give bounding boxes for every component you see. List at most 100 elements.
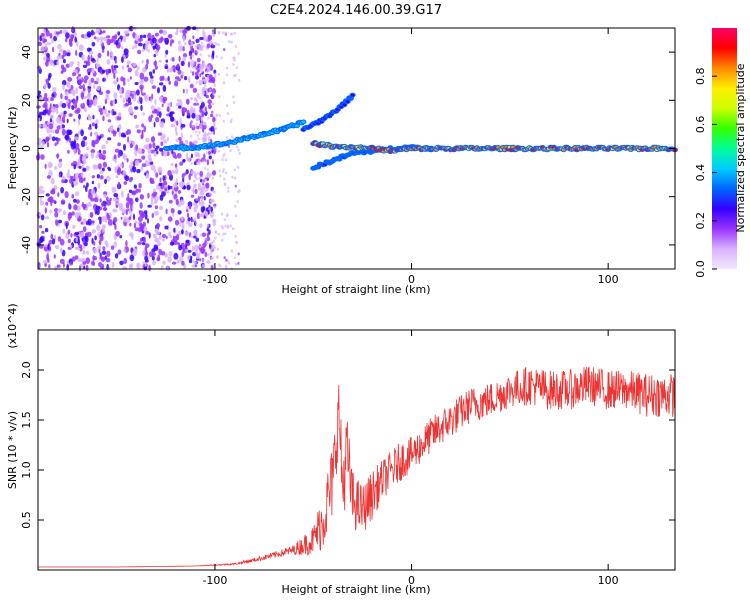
spectrogram-cell <box>98 261 103 268</box>
spectrogram-cell <box>131 140 136 146</box>
spectrogram-cell <box>126 64 130 68</box>
spectrogram-cell <box>181 107 184 114</box>
spectrogram-cell <box>224 264 228 268</box>
spectrogram-cell <box>164 225 169 230</box>
colorbar-tick-label: 0.4 <box>694 164 707 182</box>
spectrogram-cell <box>129 254 135 262</box>
spectrogram-cell <box>140 104 143 112</box>
spectrogram-cell <box>122 97 126 104</box>
spectrogram-cell <box>190 97 194 101</box>
spectrogram-cell <box>210 57 214 61</box>
spectrogram-cell <box>133 114 137 119</box>
spectrogram-cell <box>128 264 133 269</box>
spectrogram-cell <box>162 260 166 265</box>
spectrogram-cell <box>204 158 207 162</box>
spectrogram-cell <box>62 228 66 234</box>
spectrogram-cell <box>154 98 157 106</box>
spectrogram-cell <box>211 43 214 47</box>
spectrogram-cell <box>39 35 43 42</box>
snr-series-line <box>38 366 676 568</box>
spectrogram-cell <box>135 188 139 194</box>
spectrogram-cell <box>191 54 194 58</box>
spectrogram-cell <box>191 170 194 175</box>
spectrogram-cell <box>122 152 126 160</box>
spectrogram-cell <box>207 54 211 58</box>
spectrogram-cell <box>73 99 78 104</box>
spectrogram-cell <box>168 199 173 204</box>
figure-title: C2E4.2024.146.00.39.G17 <box>270 3 442 18</box>
spectrogram-cell <box>108 167 112 172</box>
spectrogram-cell <box>178 244 183 251</box>
spectrogram-cell <box>195 198 198 202</box>
spectrogram-cell <box>47 243 50 250</box>
spectrogram-cell <box>157 132 163 136</box>
spectrogram-cell <box>178 230 182 236</box>
spectrogram-cell <box>184 172 187 176</box>
spectrogram-cell <box>145 251 149 256</box>
spectrogram-cell <box>138 96 141 103</box>
spectrogram-cell <box>51 136 56 142</box>
spectrogram-cell <box>44 227 49 233</box>
spectrogram-cell <box>202 127 205 133</box>
spectrogram-cell <box>201 160 205 164</box>
spectrogram-cell <box>77 118 81 126</box>
spectrogram-cell <box>193 161 197 166</box>
spectrogram-cell <box>43 101 48 108</box>
spectrogram-cell <box>159 147 164 152</box>
spectrogram-cell <box>108 110 111 114</box>
spectrogram-cell <box>152 142 156 149</box>
spectrogram-cell <box>155 172 159 178</box>
spectrogram-cell <box>102 246 106 251</box>
spectrogram-cell <box>190 219 194 223</box>
spectrogram-cell <box>95 119 99 125</box>
spectrogram-cell <box>142 236 146 244</box>
spectrogram-cell <box>199 258 202 262</box>
spectrogram-cell <box>48 196 54 202</box>
spectrogram-cell <box>194 71 199 76</box>
spectrogram-cell <box>233 31 236 35</box>
spectrogram-cell <box>164 54 167 58</box>
spectrogram-cell <box>114 98 118 105</box>
spectrogram-cell <box>93 197 99 203</box>
spectrogram-cell <box>234 214 238 218</box>
spectrogram-cell <box>188 39 192 46</box>
spectrogram-cell <box>85 235 88 243</box>
spectrogram-cell <box>154 147 158 152</box>
spectrogram-cell <box>131 234 134 240</box>
spectrogram-cell <box>173 182 178 188</box>
spectrogram-cell <box>141 80 144 84</box>
spectrogram-cell <box>86 231 92 237</box>
spectrogram-cell <box>115 175 119 179</box>
spectrogram-cell <box>123 48 129 55</box>
spectrogram-cell <box>116 115 122 121</box>
spectrogram-cell <box>176 259 180 264</box>
spectrogram-cell <box>196 212 200 220</box>
spectrogram-cell <box>61 79 67 86</box>
spectrogram-cell <box>214 72 217 76</box>
spectrogram-cell <box>102 30 106 34</box>
spectrogram-cell <box>46 52 50 58</box>
spectrogram-cell <box>224 232 227 236</box>
spectrogram-cell <box>43 27 46 35</box>
spectrogram-cell <box>80 129 84 137</box>
spectrogram-cell <box>82 83 85 90</box>
spectrogram-cell <box>180 60 185 67</box>
spectrogram-cell <box>227 186 230 190</box>
spectrogram-cell <box>83 75 89 81</box>
spectrogram-cell <box>155 145 160 149</box>
spectrogram-cell <box>62 119 66 124</box>
spectrogram-cell <box>186 208 189 213</box>
spectrogram-cell <box>112 111 117 116</box>
spectrogram-cell <box>206 223 210 227</box>
spectrogram-cell <box>71 256 76 262</box>
spectrogram-cell <box>85 257 91 264</box>
spectrogram-cell <box>167 34 173 39</box>
spectrogram-cell <box>57 138 61 142</box>
spectrogram-cell <box>122 77 126 83</box>
spectrogram-cell <box>80 231 85 239</box>
spectrogram-cell <box>121 45 124 50</box>
spectrogram-cell <box>141 163 147 168</box>
spectrogram-cell <box>44 124 48 129</box>
spectrogram-cell <box>189 70 193 74</box>
